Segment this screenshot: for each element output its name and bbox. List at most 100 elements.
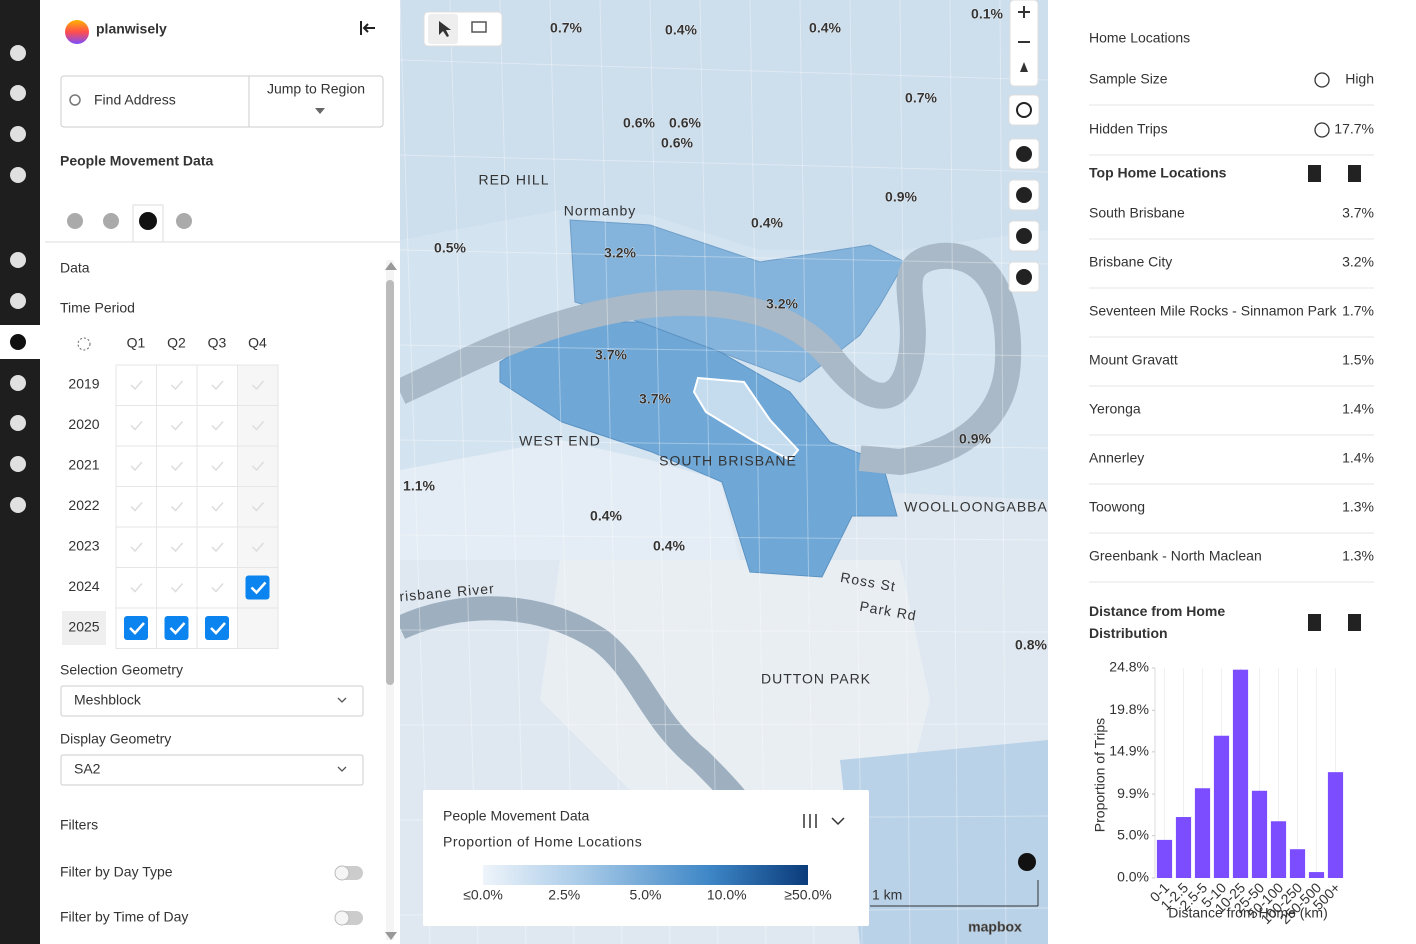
chart-title: Distance from Home Distribution — [1089, 603, 1225, 641]
download-csv[interactable] — [1308, 614, 1321, 631]
period-cell[interactable] — [196, 445, 238, 487]
map-control[interactable] — [1008, 94, 1040, 126]
period-cell[interactable] — [156, 364, 198, 406]
collapse-panel[interactable] — [360, 21, 375, 35]
nav-icon[interactable] — [10, 85, 26, 101]
period-cell[interactable] — [115, 526, 157, 568]
period-cell[interactable] — [115, 486, 157, 528]
period-cell[interactable] — [156, 526, 198, 568]
period-cell[interactable] — [196, 486, 238, 528]
location-name: Toowong — [1089, 499, 1145, 515]
period-cell[interactable] — [196, 364, 238, 406]
search-input[interactable]: Find Address — [94, 92, 176, 108]
road — [899, 0, 911, 944]
location-name: Brisbane City — [1089, 254, 1172, 270]
bar — [1289, 849, 1306, 878]
toggle-knob — [334, 910, 350, 926]
nav-icon[interactable] — [10, 293, 26, 309]
period-cell[interactable] — [237, 445, 279, 487]
period-cell[interactable] — [237, 405, 279, 447]
panel-title: People Movement Data — [60, 153, 213, 169]
period-cell[interactable] — [156, 486, 198, 528]
nav-icon[interactable] — [10, 126, 26, 142]
check-mark-faint — [211, 421, 224, 431]
road — [449, 0, 479, 944]
jump-to-region[interactable]: Jump to Region — [267, 81, 365, 97]
scroll-thumb[interactable] — [386, 280, 394, 685]
period-checkbox[interactable] — [245, 575, 270, 600]
period-cell[interactable] — [115, 405, 157, 447]
grid-toggle[interactable] — [77, 337, 91, 351]
period-checkbox[interactable] — [124, 616, 148, 640]
location-name: Mount Gravatt — [1089, 352, 1178, 368]
area-label: 0.9% — [959, 431, 991, 447]
period-cell[interactable] — [196, 405, 238, 447]
area-label: 3.7% — [595, 347, 627, 363]
nav-icon[interactable] — [10, 167, 26, 183]
road — [399, 344, 1049, 357]
period-cell[interactable] — [156, 405, 198, 447]
nav-icon[interactable] — [10, 497, 26, 513]
tab-icon[interactable] — [103, 213, 119, 229]
location-value: 1.7% — [1342, 303, 1374, 319]
nav-icon[interactable] — [10, 456, 26, 472]
field-label: Selection Geometry — [60, 662, 183, 678]
tab-icon[interactable] — [139, 212, 157, 230]
nav-icon[interactable] — [10, 375, 26, 391]
nav-icon[interactable] — [10, 45, 26, 61]
location-name: South Brisbane — [1089, 205, 1185, 221]
info-button[interactable] — [1018, 853, 1036, 871]
period-cell[interactable] — [196, 526, 238, 568]
bar — [1213, 735, 1230, 878]
area-label: 0.6% — [661, 135, 693, 151]
legend-collapse[interactable] — [831, 817, 845, 826]
period-checkbox[interactable] — [205, 616, 229, 640]
check-mark-faint — [130, 380, 143, 391]
period-cell[interactable] — [237, 526, 279, 568]
tab-icon[interactable] — [67, 213, 83, 229]
legend-box — [423, 790, 869, 926]
legend-tick: ≥50.0% — [784, 887, 831, 903]
period-cell[interactable] — [237, 607, 279, 649]
period-cell[interactable] — [115, 364, 157, 406]
bar — [1175, 817, 1192, 878]
area-label: 0.4% — [809, 20, 841, 36]
period-cell[interactable] — [156, 567, 198, 609]
place-label: DUTTON PARK — [761, 671, 871, 687]
location-value: 1.3% — [1342, 499, 1374, 515]
download-png[interactable] — [1348, 165, 1361, 182]
period-cell[interactable] — [115, 567, 157, 609]
dropdown[interactable] — [60, 754, 364, 786]
download-csv[interactable] — [1308, 165, 1321, 182]
road — [399, 249, 1049, 265]
download-png[interactable] — [1348, 614, 1361, 631]
location-value: 3.7% — [1342, 205, 1374, 221]
road — [749, 0, 767, 944]
location-value: 3.2% — [1342, 254, 1374, 270]
period-cell[interactable] — [237, 364, 279, 406]
nav-icon[interactable] — [10, 334, 26, 350]
brand-logo: planwisely — [96, 21, 167, 37]
box-select-tool[interactable] — [471, 21, 487, 33]
area-label: 3.2% — [766, 296, 798, 312]
legend-settings[interactable] — [803, 814, 817, 828]
dropdown[interactable] — [60, 685, 364, 717]
tab-icon[interactable] — [176, 213, 192, 229]
nav-icon[interactable] — [10, 252, 26, 268]
pointer-icon — [439, 21, 451, 37]
period-cell[interactable] — [115, 445, 157, 487]
zoom-in[interactable] — [1018, 6, 1030, 18]
area-label: 0.6% — [669, 115, 701, 131]
river — [394, 242, 1022, 475]
period-cell[interactable] — [237, 486, 279, 528]
check-mark — [129, 622, 145, 635]
period-cell[interactable] — [156, 445, 198, 487]
nav-icon[interactable] — [10, 415, 26, 431]
period-checkbox[interactable] — [164, 616, 189, 640]
stat-label: Hidden Trips — [1089, 121, 1168, 137]
search-box[interactable] — [60, 75, 384, 128]
legend-tick: ≤0.0% — [463, 887, 503, 903]
check-mark-faint — [170, 380, 184, 391]
period-cell[interactable] — [196, 567, 238, 609]
area-label: 0.5% — [434, 240, 466, 256]
